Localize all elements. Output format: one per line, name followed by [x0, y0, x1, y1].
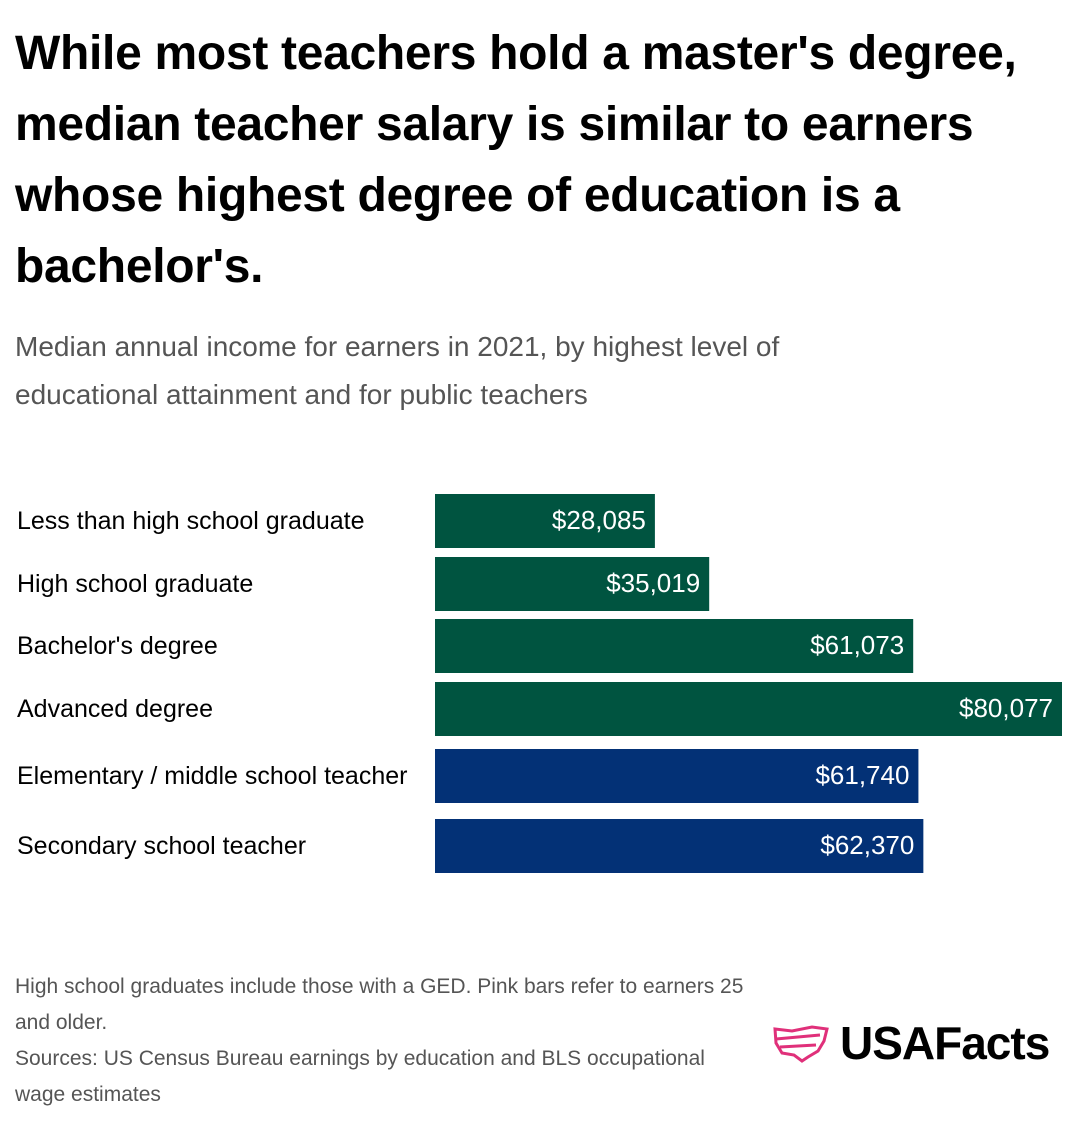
bar — [435, 749, 919, 803]
category-label: Secondary school teacher — [17, 832, 307, 860]
value-label: $80,077 — [959, 693, 1053, 723]
category-label: Advanced degree — [17, 695, 213, 723]
value-label: $62,370 — [820, 830, 914, 860]
chart-subtitle: Median annual income for earners in 2021… — [15, 331, 780, 410]
logo-text: USAFacts — [840, 1017, 1050, 1069]
value-label: $35,019 — [606, 568, 700, 598]
category-label: High school graduate — [17, 570, 254, 598]
bar — [435, 557, 710, 611]
bar — [435, 494, 655, 548]
footnote: High school graduates include those with… — [15, 975, 744, 1034]
chart-title: While most teachers hold a master's degr… — [15, 27, 1017, 293]
category-label: Less than high school graduate — [17, 507, 365, 535]
value-label: $61,740 — [815, 760, 909, 790]
category-label: Bachelor's degree — [17, 632, 218, 660]
value-label: $28,085 — [552, 505, 646, 535]
source: Sources: US Census Bureau earnings by ed… — [15, 1047, 705, 1106]
bar — [435, 682, 1062, 736]
logo: USAFacts — [772, 1016, 1050, 1070]
value-label: $61,073 — [810, 630, 904, 660]
category-label: Elementary / middle school teacher — [17, 762, 408, 790]
chart: $28,085 $35,019 $61,073 $80,077 $61,740 $62,3… — [435, 494, 1062, 873]
bar — [435, 819, 924, 873]
bar — [435, 619, 914, 673]
logo-icon — [773, 1025, 829, 1063]
